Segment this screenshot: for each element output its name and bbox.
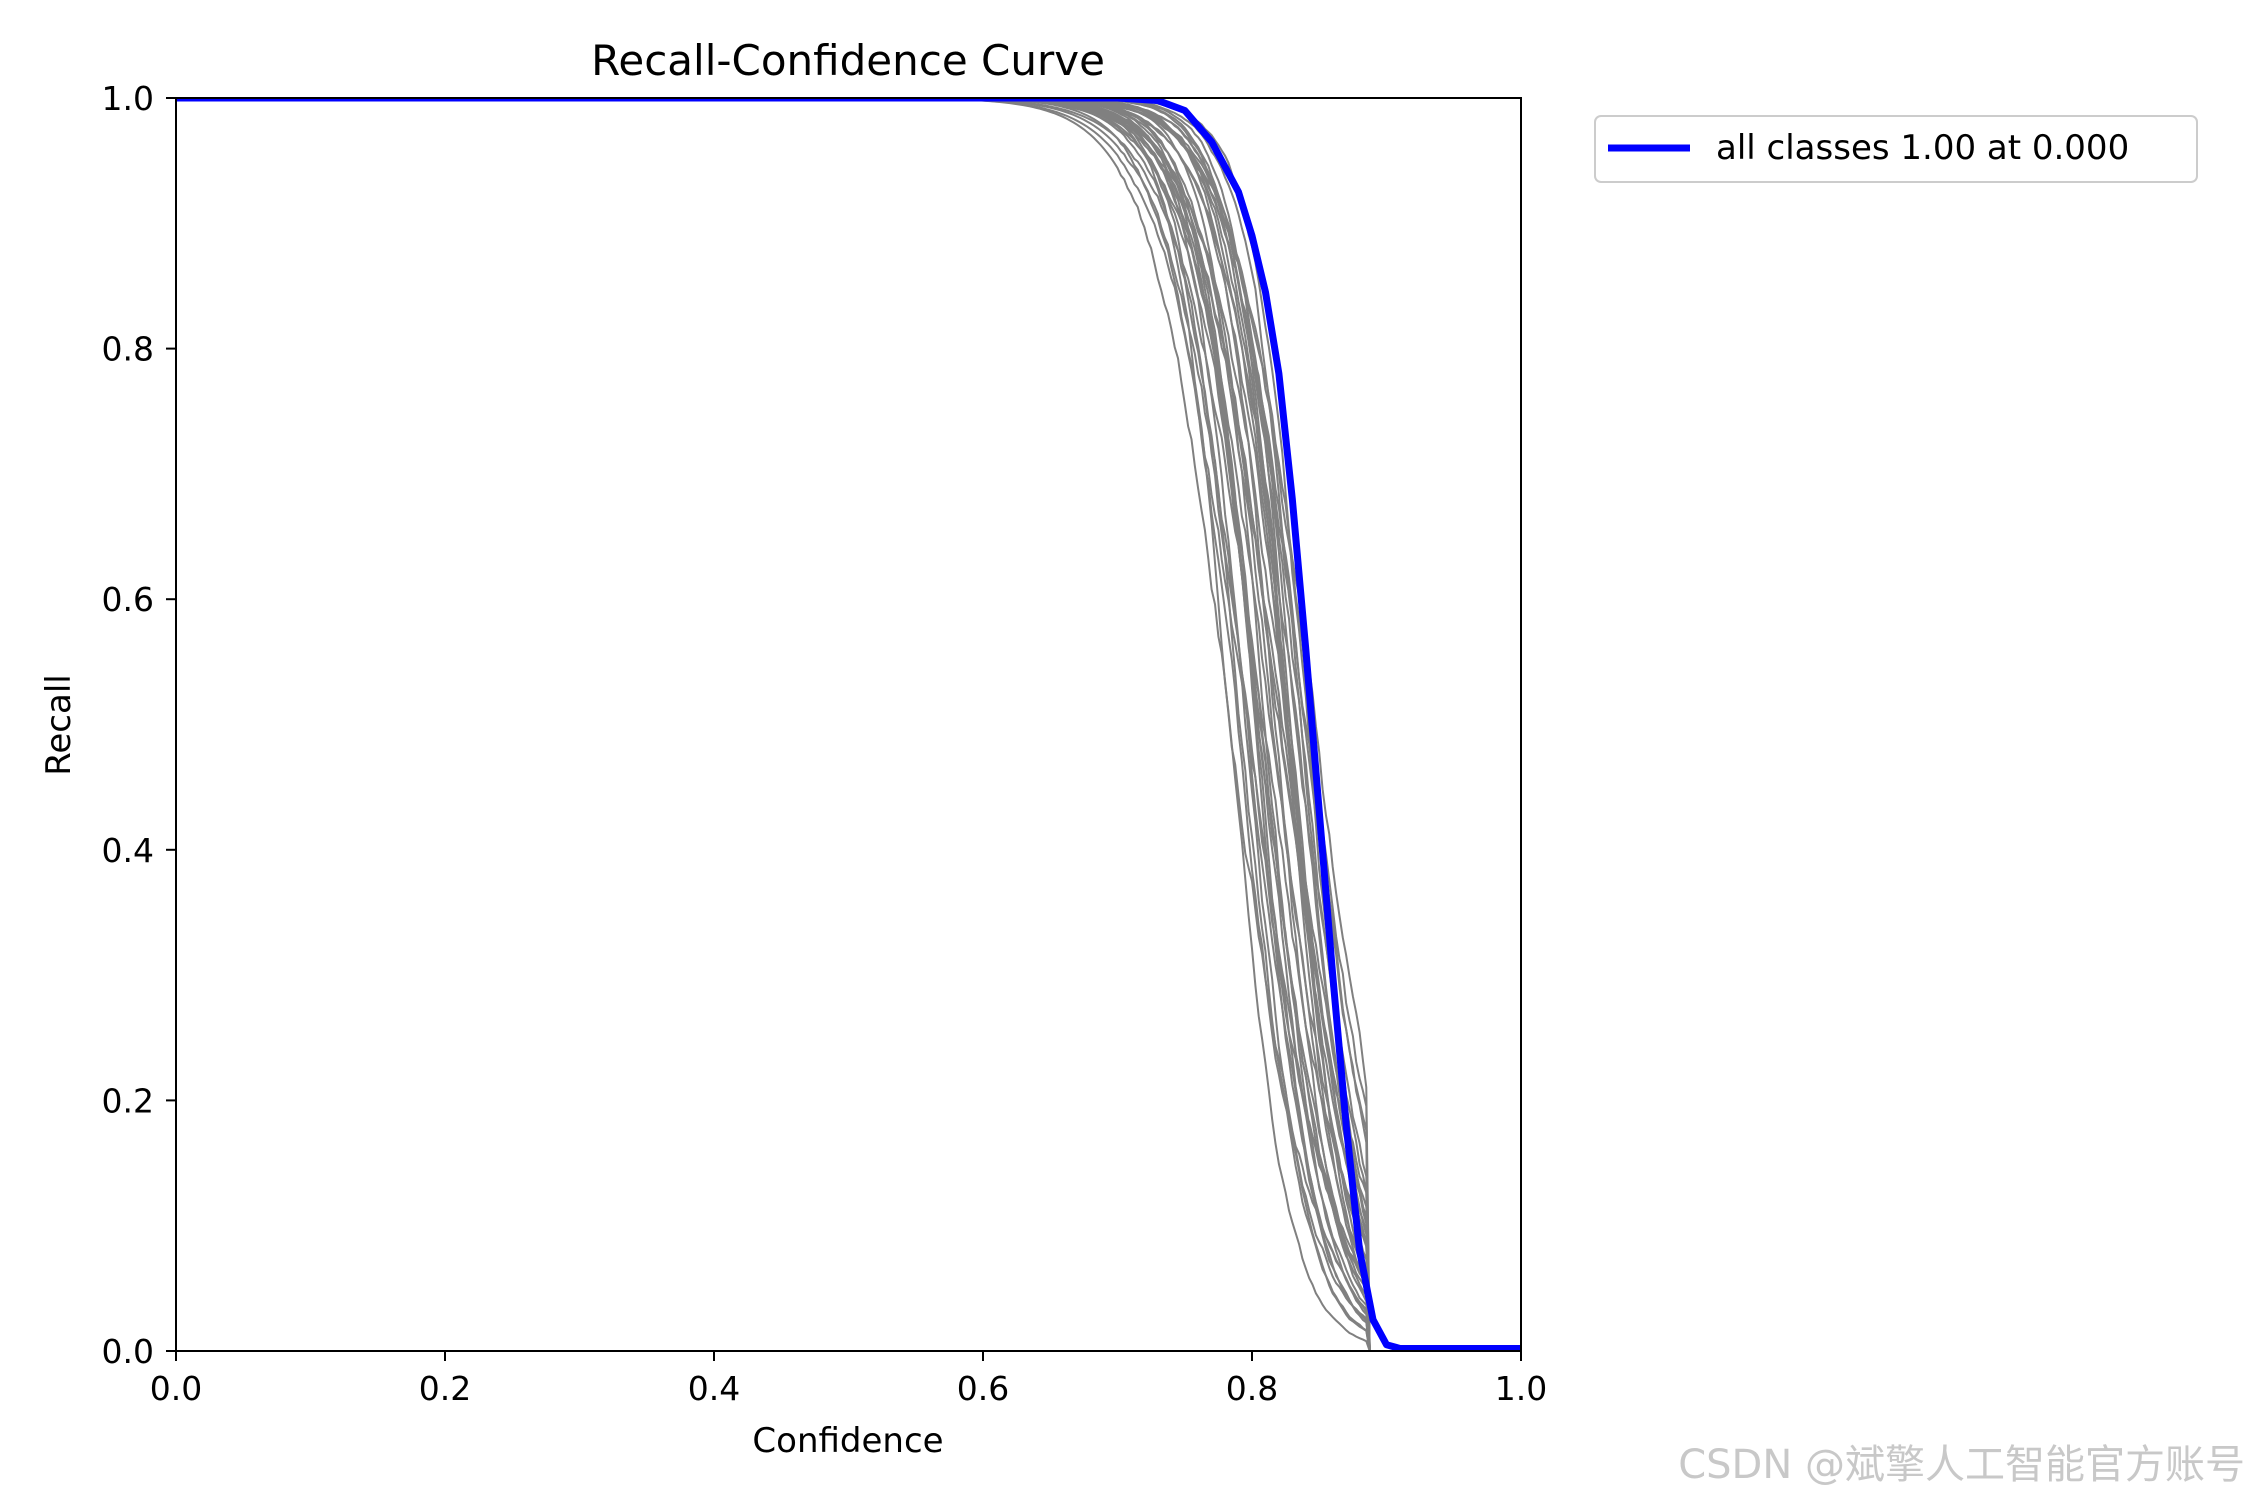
y-tick-label: 1.0 [102,79,154,118]
x-tick-label: 0.6 [957,1369,1009,1408]
class-curve [176,98,1521,1351]
class-curve [176,98,1521,1351]
y-tick-label: 0.8 [102,330,154,369]
y-axis-title: Recall [39,674,79,775]
plot-frame [175,97,1522,1352]
y-tick-label: 0.2 [102,1081,154,1120]
class-curve [176,98,1521,1351]
class-curve [176,98,1521,1351]
class-curve [176,98,1521,1351]
class-curve [176,98,1521,1351]
class-curve [176,98,1521,1351]
watermark: CSDN @斌擎人工智能官方账号 [1678,1442,2245,1488]
class-curve [176,98,1521,1351]
class-curve [176,98,1521,1351]
legend-label: all classes 1.00 at 0.000 [1716,128,2129,168]
x-tick-label: 1.0 [1495,1369,1547,1408]
legend: all classes 1.00 at 0.000 [1594,115,2198,183]
y-tick-label: 0.6 [102,580,154,619]
x-tick-label: 0.0 [150,1369,202,1408]
series-all-classes [176,98,1521,1351]
series-line [176,98,1521,1351]
class-curves [176,98,1521,1351]
class-curve [176,98,1521,1351]
class-curve [176,98,1521,1351]
class-curve [176,98,1521,1351]
class-curve [176,98,1521,1351]
legend-box [1594,115,2198,183]
x-tick-label: 0.8 [1226,1369,1278,1408]
class-curve [176,98,1521,1351]
class-curve [176,98,1521,1351]
class-curve [176,98,1521,1351]
class-curve [176,98,1521,1351]
class-curve [176,98,1521,1351]
y-tick-label: 0.4 [102,831,154,870]
chart-title: Recall-Confidence Curve [591,36,1105,85]
class-curve [176,98,1521,1351]
x-axis-title: Confidence [752,1421,943,1461]
x-tick-label: 0.2 [419,1369,471,1408]
x-tick-label: 0.4 [688,1369,740,1408]
class-curve [176,98,1521,1351]
y-tick-label: 0.0 [102,1332,154,1371]
class-curve [176,98,1521,1351]
class-curve [176,98,1521,1351]
x-axis: 0.0 0.2 0.4 0.6 0.8 1.0 [150,1351,1547,1408]
y-axis: 0.0 0.2 0.4 0.6 0.8 1.0 [102,79,176,1371]
